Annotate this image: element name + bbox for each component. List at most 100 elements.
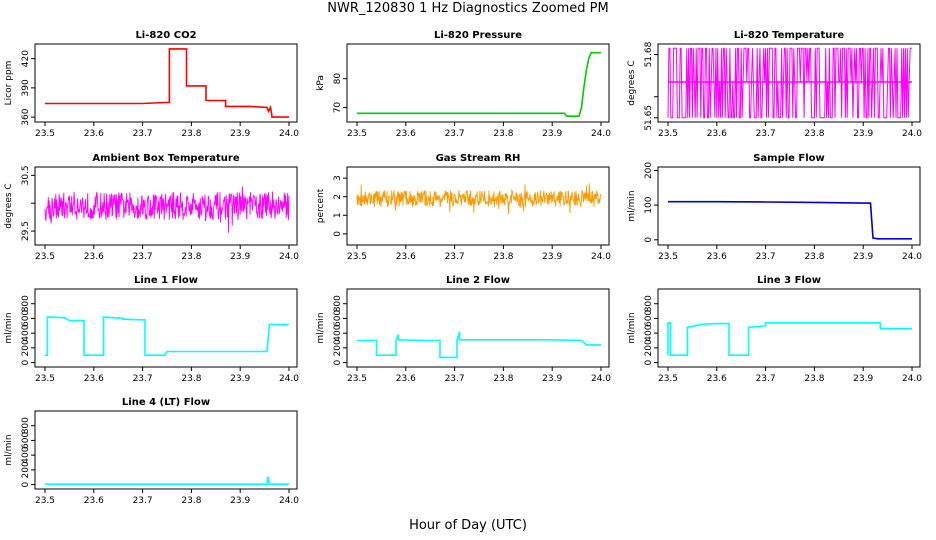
- x-tick-label: 23.5: [347, 252, 367, 262]
- x-tick-label: 23.6: [396, 129, 416, 139]
- chart-panel-4: Ambient Box Temperature 23.5 23.6 23.7 23.8 2…: [4, 153, 299, 262]
- x-tick-label: 23.7: [133, 252, 153, 262]
- plot-frame: [34, 166, 298, 246]
- x-tick-label: 24.0: [902, 129, 922, 139]
- x-tick-label: 24.0: [902, 374, 922, 384]
- y-tick-label: 200: [21, 461, 31, 478]
- y-tick-label: 70: [333, 102, 343, 114]
- y-tick-label: 200: [644, 339, 654, 356]
- x-tick-label: 23.5: [35, 129, 55, 139]
- plot-frame: [34, 410, 298, 490]
- y-tick-label: 600: [644, 310, 654, 327]
- x-tick-label: 23.6: [707, 252, 727, 262]
- y-tick-label: 200: [333, 339, 343, 356]
- y-tick-label: 800: [21, 295, 31, 312]
- x-tick-label: 23.8: [804, 129, 824, 139]
- x-tick-label: 23.8: [804, 374, 824, 384]
- x-tick-label: 23.8: [493, 129, 513, 139]
- x-tick-label: 23.5: [347, 129, 367, 139]
- x-tick-label: 23.6: [84, 252, 104, 262]
- chart-panel-3: Li-820 Temperature 23.5 23.6 23.7 23.8 23.9 24…: [627, 30, 922, 139]
- panel-title: Line 2 Flow: [446, 275, 510, 286]
- panel-title: Line 4 (LT) Flow: [122, 397, 210, 408]
- chart-panel-7: Line 1 Flow 23.5 23.6 23.7 23.8 23.9 24.0 0 2004…: [4, 275, 299, 384]
- y-tick-label: 100: [644, 196, 654, 213]
- data-series-line: [668, 200, 912, 240]
- x-tick-label: 23.6: [84, 496, 104, 506]
- x-tick-label: 23.7: [445, 374, 465, 384]
- x-tick-label: 23.8: [181, 374, 201, 384]
- data-series-line: [667, 322, 912, 356]
- x-tick-label: 23.7: [133, 496, 153, 506]
- y-axis-label: ml/min: [316, 312, 326, 343]
- x-tick-label: 23.6: [707, 374, 727, 384]
- y-tick-label: 800: [644, 295, 654, 312]
- panel-title: Li-820 Pressure: [434, 30, 522, 41]
- y-tick-label: 360: [21, 108, 31, 125]
- y-tick-label: 800: [21, 417, 31, 434]
- panel-title: Li-820 Temperature: [734, 30, 844, 41]
- x-tick-label: 23.8: [493, 374, 513, 384]
- y-tick-label: 0: [644, 237, 654, 243]
- x-tick-label: 24.0: [591, 252, 611, 262]
- panel-title: Gas Stream RH: [436, 153, 521, 164]
- chart-panel-2: Li-820 Pressure 23.5 23.6 23.7 23.8 23.9 24.0 7…: [316, 30, 611, 139]
- y-tick-label: 30.5: [21, 165, 31, 185]
- x-tick-label: 24.0: [902, 252, 922, 262]
- x-tick-label: 24.0: [279, 129, 299, 139]
- plot-frame: [34, 43, 298, 123]
- data-series-line: [667, 47, 912, 119]
- plot-frame: [657, 166, 921, 246]
- x-tick-label: 23.6: [707, 129, 727, 139]
- x-tick-label: 23.7: [133, 374, 153, 384]
- y-tick-label: 0: [333, 231, 343, 237]
- plot-frame: [346, 43, 610, 123]
- plot-frame: [346, 288, 610, 368]
- x-tick-label: 23.5: [35, 374, 55, 384]
- y-axis-label: ml/min: [4, 434, 14, 465]
- y-tick-label: 3: [333, 175, 343, 181]
- y-tick-label: 420: [21, 50, 31, 67]
- y-tick-label: 0: [21, 359, 31, 365]
- x-tick-label: 23.5: [658, 374, 678, 384]
- plot-frame: [657, 43, 921, 123]
- y-tick-label: 600: [21, 310, 31, 327]
- x-tick-label: 23.5: [658, 252, 678, 262]
- x-tick-label: 23.5: [35, 496, 55, 506]
- y-axis-label: percent: [316, 188, 326, 223]
- panel-title: Sample Flow: [753, 153, 825, 164]
- y-tick-label: 400: [333, 324, 343, 341]
- chart-panel-8: Line 2 Flow 23.5 23.6 23.7 23.8 23.9 24.0 0 2004…: [316, 275, 611, 384]
- y-tick-label: 400: [644, 324, 654, 341]
- chart-panel-5: Gas Stream RH 23.5 23.6 23.7 23.8 23.9 24.0 0 1 2…: [316, 153, 611, 262]
- page-title: NWR_120830 1 Hz Diagnostics Zoomed PM: [327, 1, 609, 16]
- x-tick-label: 24.0: [279, 252, 299, 262]
- y-axis-label: ml/min: [627, 312, 637, 343]
- x-axis-caption: Hour of Day (UTC): [409, 518, 527, 533]
- data-series-line: [45, 476, 289, 485]
- chart-panel-6: Sample Flow 23.5 23.6 23.7 23.8 23.9 24.0 0 100 2…: [627, 153, 922, 262]
- x-tick-label: 23.7: [445, 129, 465, 139]
- panel-title: Line 3 Flow: [757, 275, 821, 286]
- data-series-line: [356, 183, 602, 215]
- x-tick-label: 23.6: [396, 374, 416, 384]
- x-tick-label: 23.9: [853, 374, 873, 384]
- y-axis-label: degrees C: [4, 183, 14, 228]
- x-tick-label: 23.5: [658, 129, 678, 139]
- panel-title: Line 1 Flow: [134, 275, 198, 286]
- y-tick-label: 0: [644, 359, 654, 365]
- y-tick-label: 80: [333, 73, 343, 85]
- y-tick-label: 600: [21, 432, 31, 449]
- x-tick-label: 23.5: [35, 252, 55, 262]
- x-tick-label: 23.6: [396, 252, 416, 262]
- x-tick-label: 23.9: [542, 252, 562, 262]
- plot-frame: [657, 288, 921, 368]
- y-tick-label: 0: [21, 481, 31, 487]
- x-tick-label: 23.8: [493, 252, 513, 262]
- x-tick-label: 23.6: [84, 129, 104, 139]
- chart-panel-1: Li-820 CO2 23.5 23.6 23.7 23.8 23.9 24.0 360 390…: [4, 30, 299, 139]
- y-tick-label: 29.5: [21, 221, 31, 241]
- x-tick-label: 23.9: [542, 129, 562, 139]
- data-series-line: [357, 331, 601, 359]
